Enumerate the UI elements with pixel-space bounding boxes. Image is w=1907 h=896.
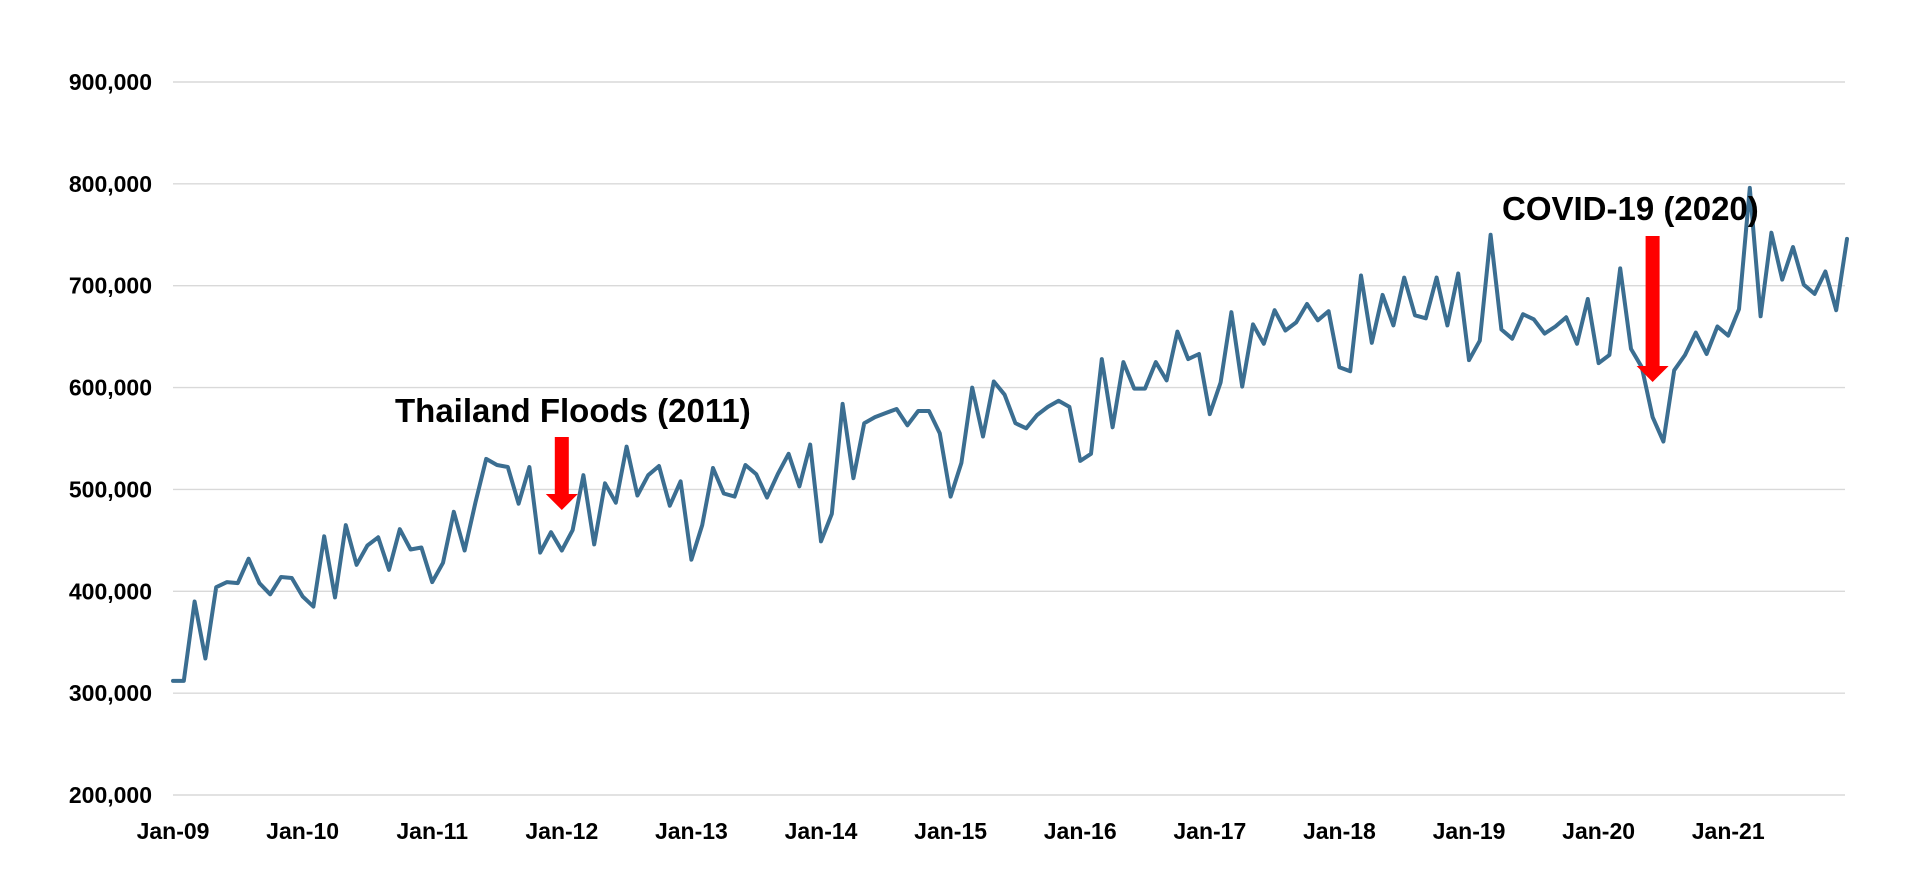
annotations-group: Thailand Floods (2011) COVID-19 (2020) xyxy=(395,190,1759,510)
down-arrow-icon xyxy=(1636,236,1669,382)
x-tick-label: Jan-09 xyxy=(137,818,210,844)
y-tick-label: 300,000 xyxy=(69,680,152,706)
series-line xyxy=(171,185,1849,683)
x-tick-label: Jan-16 xyxy=(1044,818,1117,844)
x-tick-label: Jan-19 xyxy=(1433,818,1506,844)
series-group xyxy=(171,185,1849,683)
down-arrow-icon xyxy=(545,437,578,510)
annotation-label: COVID-19 (2020) xyxy=(1502,190,1759,227)
annotation-label: Thailand Floods (2011) xyxy=(395,392,751,429)
y-tick-label: 600,000 xyxy=(69,375,152,401)
y-tick-label: 400,000 xyxy=(69,578,152,604)
x-tick-label: Jan-21 xyxy=(1692,818,1765,844)
y-tick-label: 700,000 xyxy=(69,273,152,299)
annotation-1: Thailand Floods (2011) xyxy=(395,392,751,510)
annotation-2: COVID-19 (2020) xyxy=(1502,190,1759,382)
gridlines xyxy=(173,81,1845,796)
y-axis-tick-labels: 200,000 300,000 400,000 500,000 600,000 700,0… xyxy=(69,69,152,808)
x-tick-label: Jan-17 xyxy=(1173,818,1246,844)
y-tick-label: 800,000 xyxy=(69,171,152,197)
x-tick-label: Jan-12 xyxy=(525,818,598,844)
x-tick-label: Jan-15 xyxy=(914,818,987,844)
x-tick-label: Jan-14 xyxy=(785,818,858,844)
y-tick-label: 900,000 xyxy=(69,69,152,95)
x-tick-label: Jan-13 xyxy=(655,818,728,844)
x-axis-tick-labels: Jan-09 Jan-10 Jan-11 Jan-12 Jan-13 Jan-14 Jan-… xyxy=(137,818,1765,844)
x-tick-label: Jan-18 xyxy=(1303,818,1376,844)
x-tick-label: Jan-10 xyxy=(266,818,339,844)
y-tick-label: 200,000 xyxy=(69,782,152,808)
x-tick-label: Jan-20 xyxy=(1562,818,1635,844)
x-tick-label: Jan-11 xyxy=(396,818,468,844)
y-tick-label: 500,000 xyxy=(69,476,152,502)
